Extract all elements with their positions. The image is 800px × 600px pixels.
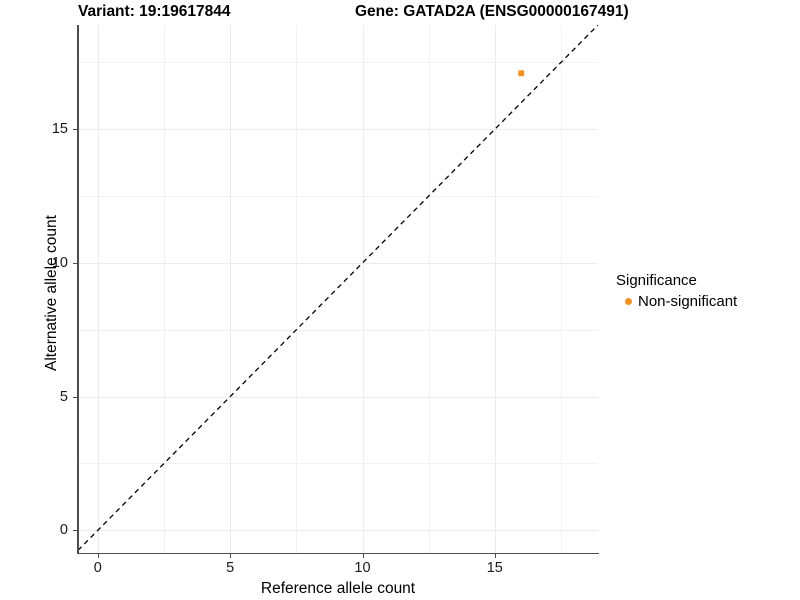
plot-panel xyxy=(78,25,598,553)
legend-item[interactable]: Non-significant xyxy=(616,292,796,311)
y-tick-mark-0 xyxy=(73,530,77,532)
y-tick-mark-5 xyxy=(73,396,77,398)
gridline-h-7.5 xyxy=(78,329,598,331)
gene-title: Gene: GATAD2A (ENSG00000167491) xyxy=(355,3,629,20)
gridline-v-17.5 xyxy=(561,25,562,553)
legend-dot-icon xyxy=(625,298,632,305)
y-tick-label-0: 0 xyxy=(59,522,68,539)
x-tick-mark-5 xyxy=(230,554,232,558)
variant-title: Variant: 19:19617844 xyxy=(78,3,231,20)
y-tick-label-5: 5 xyxy=(59,388,68,405)
x-tick-mark-15 xyxy=(494,554,496,558)
gridline-v-2.5 xyxy=(164,25,165,553)
gridline-v-12.5 xyxy=(428,25,430,553)
gridline-v-5 xyxy=(230,25,232,553)
legend-title: Significance xyxy=(616,272,697,289)
legend-items: Non-significant xyxy=(616,292,796,311)
gridline-h-2.5 xyxy=(78,463,598,465)
gridline-h-17.5 xyxy=(78,62,598,64)
y-axis-line xyxy=(77,25,79,554)
plot-overlay xyxy=(78,25,598,551)
y-tick-mark-10 xyxy=(73,262,77,264)
legend: Significance Non-significant xyxy=(616,271,796,311)
y-tick-mark-15 xyxy=(73,129,77,131)
y-tick-label-15: 15 xyxy=(51,121,68,138)
gridline-h-0 xyxy=(78,530,598,532)
x-tick-label-5: 5 xyxy=(226,560,235,576)
x-axis-label: Reference allele count xyxy=(260,580,416,597)
x-tick-label-0: 0 xyxy=(93,560,102,576)
y-axis-label: Alternative allele count xyxy=(43,215,60,371)
gridline-v-10 xyxy=(362,25,364,553)
gridline-v-0 xyxy=(97,25,99,553)
gridline-v-7.5 xyxy=(296,25,298,553)
x-tick-mark-10 xyxy=(362,554,364,558)
legend-item-label: Non-significant xyxy=(638,293,738,310)
data-point[interactable] xyxy=(518,70,525,76)
gridline-h-12.5 xyxy=(78,196,598,198)
x-tick-label-15: 15 xyxy=(486,560,503,576)
gridline-v-15 xyxy=(494,25,496,553)
x-tick-label-10: 10 xyxy=(354,560,371,576)
y-tick-label-10: 10 xyxy=(51,254,68,271)
chart-title-row: Variant: 19:19617844 Gene: GATAD2A (ENSG… xyxy=(0,2,800,24)
diagonal-reference-line xyxy=(78,25,598,551)
gridline-h-5 xyxy=(78,396,598,398)
x-tick-mark-0 xyxy=(97,554,99,558)
gridline-h-15 xyxy=(78,129,598,131)
gridline-h-10 xyxy=(78,262,598,264)
x-axis-line xyxy=(78,552,599,554)
